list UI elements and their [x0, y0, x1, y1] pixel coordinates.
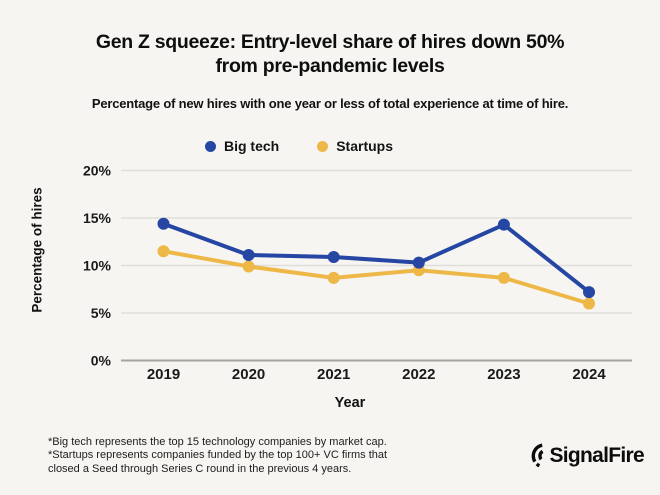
footnote-line: closed a Seed through Series C round in …: [48, 462, 352, 475]
legend-label-startups: Startups: [336, 138, 394, 154]
x-tick-label: 2020: [232, 366, 265, 383]
data-point-big-tech-2019: [157, 217, 170, 230]
chart-title-line2: from pre-pandemic levels: [215, 55, 445, 77]
chart-subtitle: Percentage of new hires with one year or…: [91, 96, 569, 111]
chart-title: Gen Z squeeze: Entry-level share of hire…: [0, 30, 660, 78]
big-tech-dot-icon: [204, 140, 216, 152]
legend-item-big-tech: Big tech: [204, 138, 280, 154]
data-point-startups-2024: [583, 297, 595, 310]
x-tick-label: 2024: [572, 366, 606, 383]
x-tick-label: 2022: [402, 366, 435, 383]
footnote: *Big tech represents the top 15 technolo…: [48, 436, 448, 476]
x-tick-label: 2021: [317, 366, 350, 383]
data-point-startups-2019: [157, 245, 170, 258]
x-tick-label: 2019: [147, 366, 180, 383]
footnote-line: *Big tech represents the top 15 technolo…: [48, 436, 387, 448]
startups-dot-icon: [317, 140, 329, 152]
y-tick-label: 5%: [91, 305, 112, 321]
data-point-big-tech-2022: [412, 256, 425, 269]
y-tick-label: 10%: [83, 258, 112, 274]
data-point-big-tech-2020: [242, 249, 255, 262]
x-tick-label: 2023: [487, 366, 520, 383]
data-point-big-tech-2023: [497, 218, 510, 231]
signal-arcs-icon: [532, 443, 545, 469]
x-axis-title: Year: [334, 395, 366, 411]
data-point-big-tech-2024: [583, 286, 595, 299]
legend: Big tech Startups: [0, 138, 629, 154]
data-point-big-tech-2021: [327, 250, 340, 263]
signalfire-logo: SignalFire: [526, 442, 645, 470]
legend-label-big-tech: Big tech: [223, 138, 280, 154]
chart-title-line1: Gen Z squeeze: Entry-level share of hire…: [95, 31, 565, 53]
data-point-startups-2020: [242, 260, 255, 273]
series-line-startups: [161, 249, 591, 306]
line-chart: 0% 5% 10% 15% 20% 2019 2020 2021 2022 2023 2024: [83, 163, 632, 383]
y-tick-label: 20%: [83, 163, 112, 179]
legend-item-startups: Startups: [317, 138, 393, 154]
data-point-startups-2023: [497, 271, 510, 284]
footnote-line: *Startups represents companies funded by…: [48, 449, 388, 462]
series-line-big-tech: [161, 221, 591, 295]
data-point-startups-2021: [327, 271, 340, 284]
logo-text: SignalFire: [549, 444, 644, 467]
y-tick-label: 0%: [91, 353, 112, 369]
y-tick-label: 15%: [83, 210, 112, 226]
